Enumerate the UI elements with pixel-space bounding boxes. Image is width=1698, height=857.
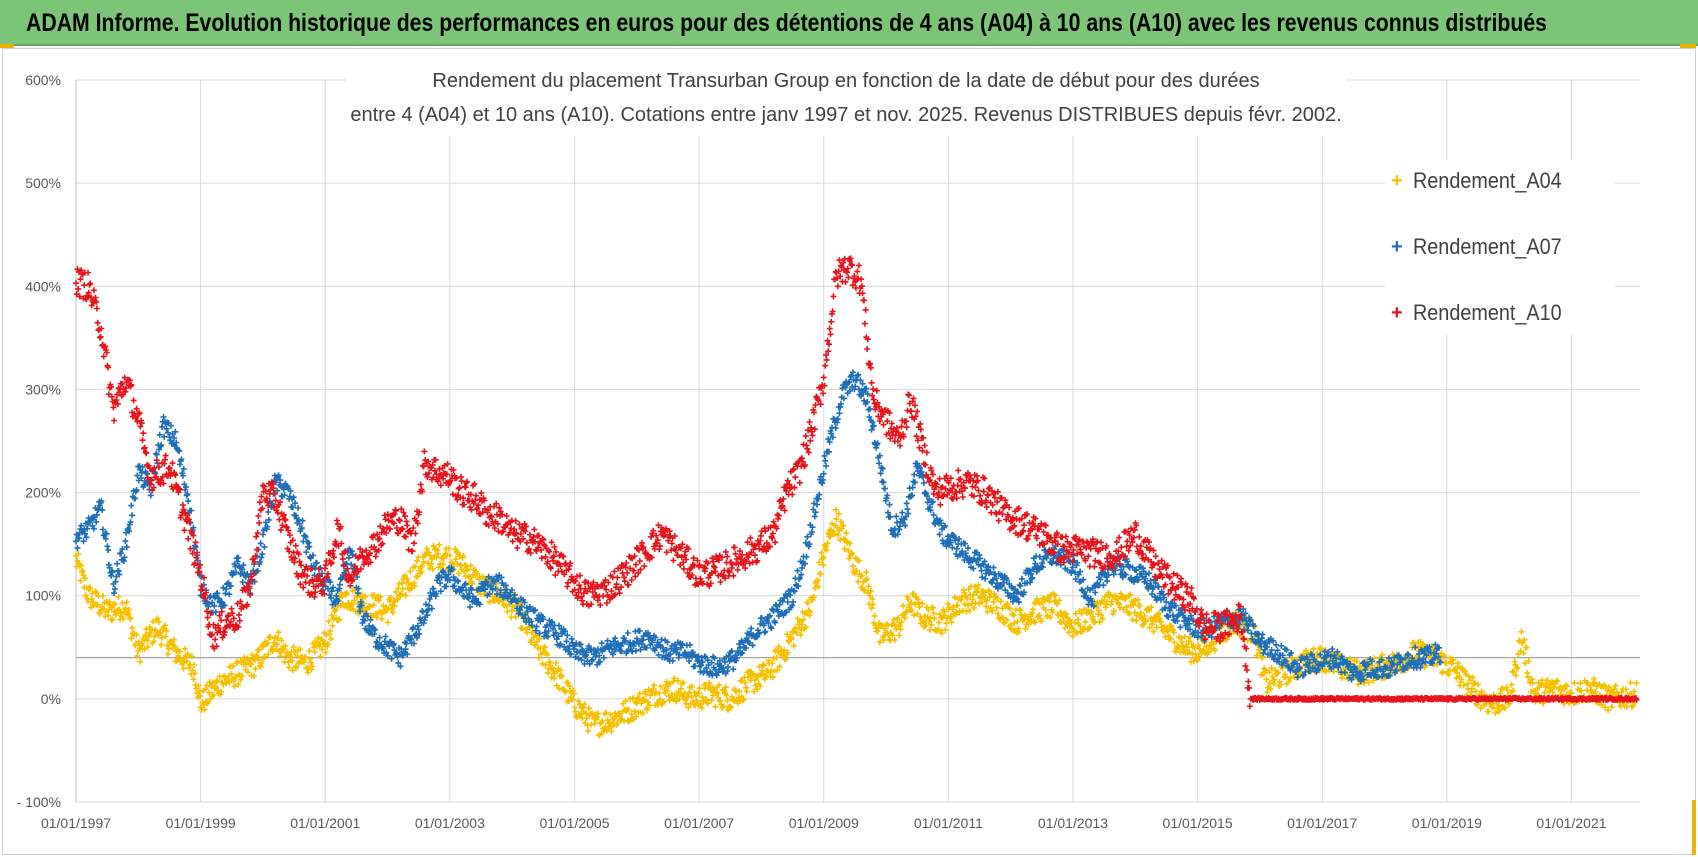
x-tick-label: 01/01/2017: [1287, 815, 1357, 831]
y-tick-label: - 100%: [17, 794, 61, 810]
x-tick-label: 01/01/1999: [166, 815, 236, 831]
x-tick-label: 01/01/2021: [1536, 815, 1606, 831]
header-banner: ADAM Informe. Evolution historique des p…: [0, 0, 1698, 46]
legend-label-a04: Rendement_A04: [1413, 168, 1562, 193]
series-Rendement_A04: [73, 506, 1640, 739]
x-tick-label: 01/01/2019: [1412, 815, 1482, 831]
chart-legend: + Rendement_A04 + Rendement_A07 + Rendem…: [1385, 160, 1615, 335]
x-tick-label: 01/01/2001: [290, 815, 360, 831]
x-tick-label: 01/01/2013: [1038, 815, 1108, 831]
legend-label-a10: Rendement_A10: [1413, 300, 1562, 325]
chart-title-box: Rendement du placement Transurban Group …: [346, 68, 1346, 136]
y-tick-label: 200%: [25, 485, 61, 501]
y-tick-label: 600%: [25, 72, 61, 88]
legend-marker-a10: +: [1391, 302, 1403, 324]
x-tick-label: 01/01/2015: [1163, 815, 1233, 831]
x-tick-label: 01/01/1997: [41, 815, 111, 831]
y-tick-label: 0%: [41, 691, 61, 707]
corner-accent-top-left: [0, 44, 14, 48]
series-Rendement_A10: [73, 255, 1640, 710]
legend-marker-a04: +: [1391, 170, 1403, 192]
corner-accent-top-right: [1680, 44, 1696, 48]
x-tick-label: 01/01/2003: [415, 815, 485, 831]
data-points-Rendement_A07: [73, 369, 1444, 684]
y-tick-label: 300%: [25, 381, 61, 397]
y-tick-label: 500%: [25, 175, 61, 191]
chart-title-line-2: entre 4 (A04) et 10 ans (A10). Cotations…: [350, 104, 1342, 126]
x-tick-label: 01/01/2005: [539, 815, 609, 831]
x-tick-label: 01/01/2009: [789, 815, 859, 831]
corner-accent-bottom-right: [1692, 800, 1696, 855]
chart-title-line-1: Rendement du placement Transurban Group …: [432, 70, 1260, 92]
legend-label-a07: Rendement_A07: [1413, 234, 1562, 259]
data-points-Rendement_A04: [73, 506, 1640, 739]
data-points-Rendement_A10: [73, 255, 1640, 710]
banner-title: ADAM Informe. Evolution historique des p…: [26, 9, 1547, 37]
chart-frame: [2, 48, 1696, 855]
x-tick-label: 01/01/2011: [914, 815, 983, 831]
y-tick-label: 100%: [25, 588, 61, 604]
y-tick-label: 400%: [25, 278, 61, 294]
x-tick-label: 01/01/2007: [664, 815, 734, 831]
series-Rendement_A07: [73, 369, 1444, 684]
legend-marker-a07: +: [1391, 236, 1403, 258]
